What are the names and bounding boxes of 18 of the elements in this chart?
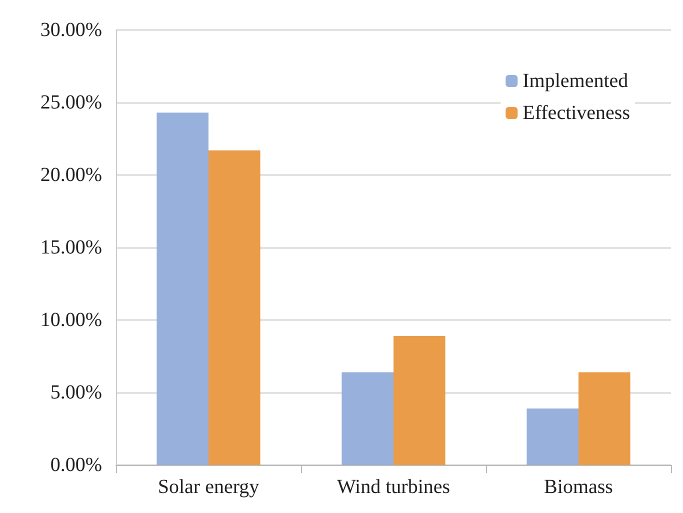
bar xyxy=(526,408,578,465)
x-tick-label: Biomass xyxy=(544,476,614,498)
legend-label: Implemented xyxy=(522,70,628,92)
bar xyxy=(208,150,260,465)
bar xyxy=(394,336,446,465)
y-tick-label: 30.00% xyxy=(40,19,102,41)
y-tick-label: 20.00% xyxy=(40,164,102,186)
x-tick-label: Wind turbines xyxy=(336,476,450,498)
y-tick-label: 0.00% xyxy=(50,454,102,476)
x-tick-label: Solar energy xyxy=(158,476,260,498)
y-tick-label: 25.00% xyxy=(40,92,102,114)
bar xyxy=(156,112,208,465)
y-tick-label: 10.00% xyxy=(40,309,102,331)
y-tick-label: 5.00% xyxy=(50,382,102,404)
legend-label: Effectiveness xyxy=(522,102,630,124)
y-tick-label: 15.00% xyxy=(40,236,102,258)
bar xyxy=(578,372,630,465)
bar xyxy=(342,372,394,465)
